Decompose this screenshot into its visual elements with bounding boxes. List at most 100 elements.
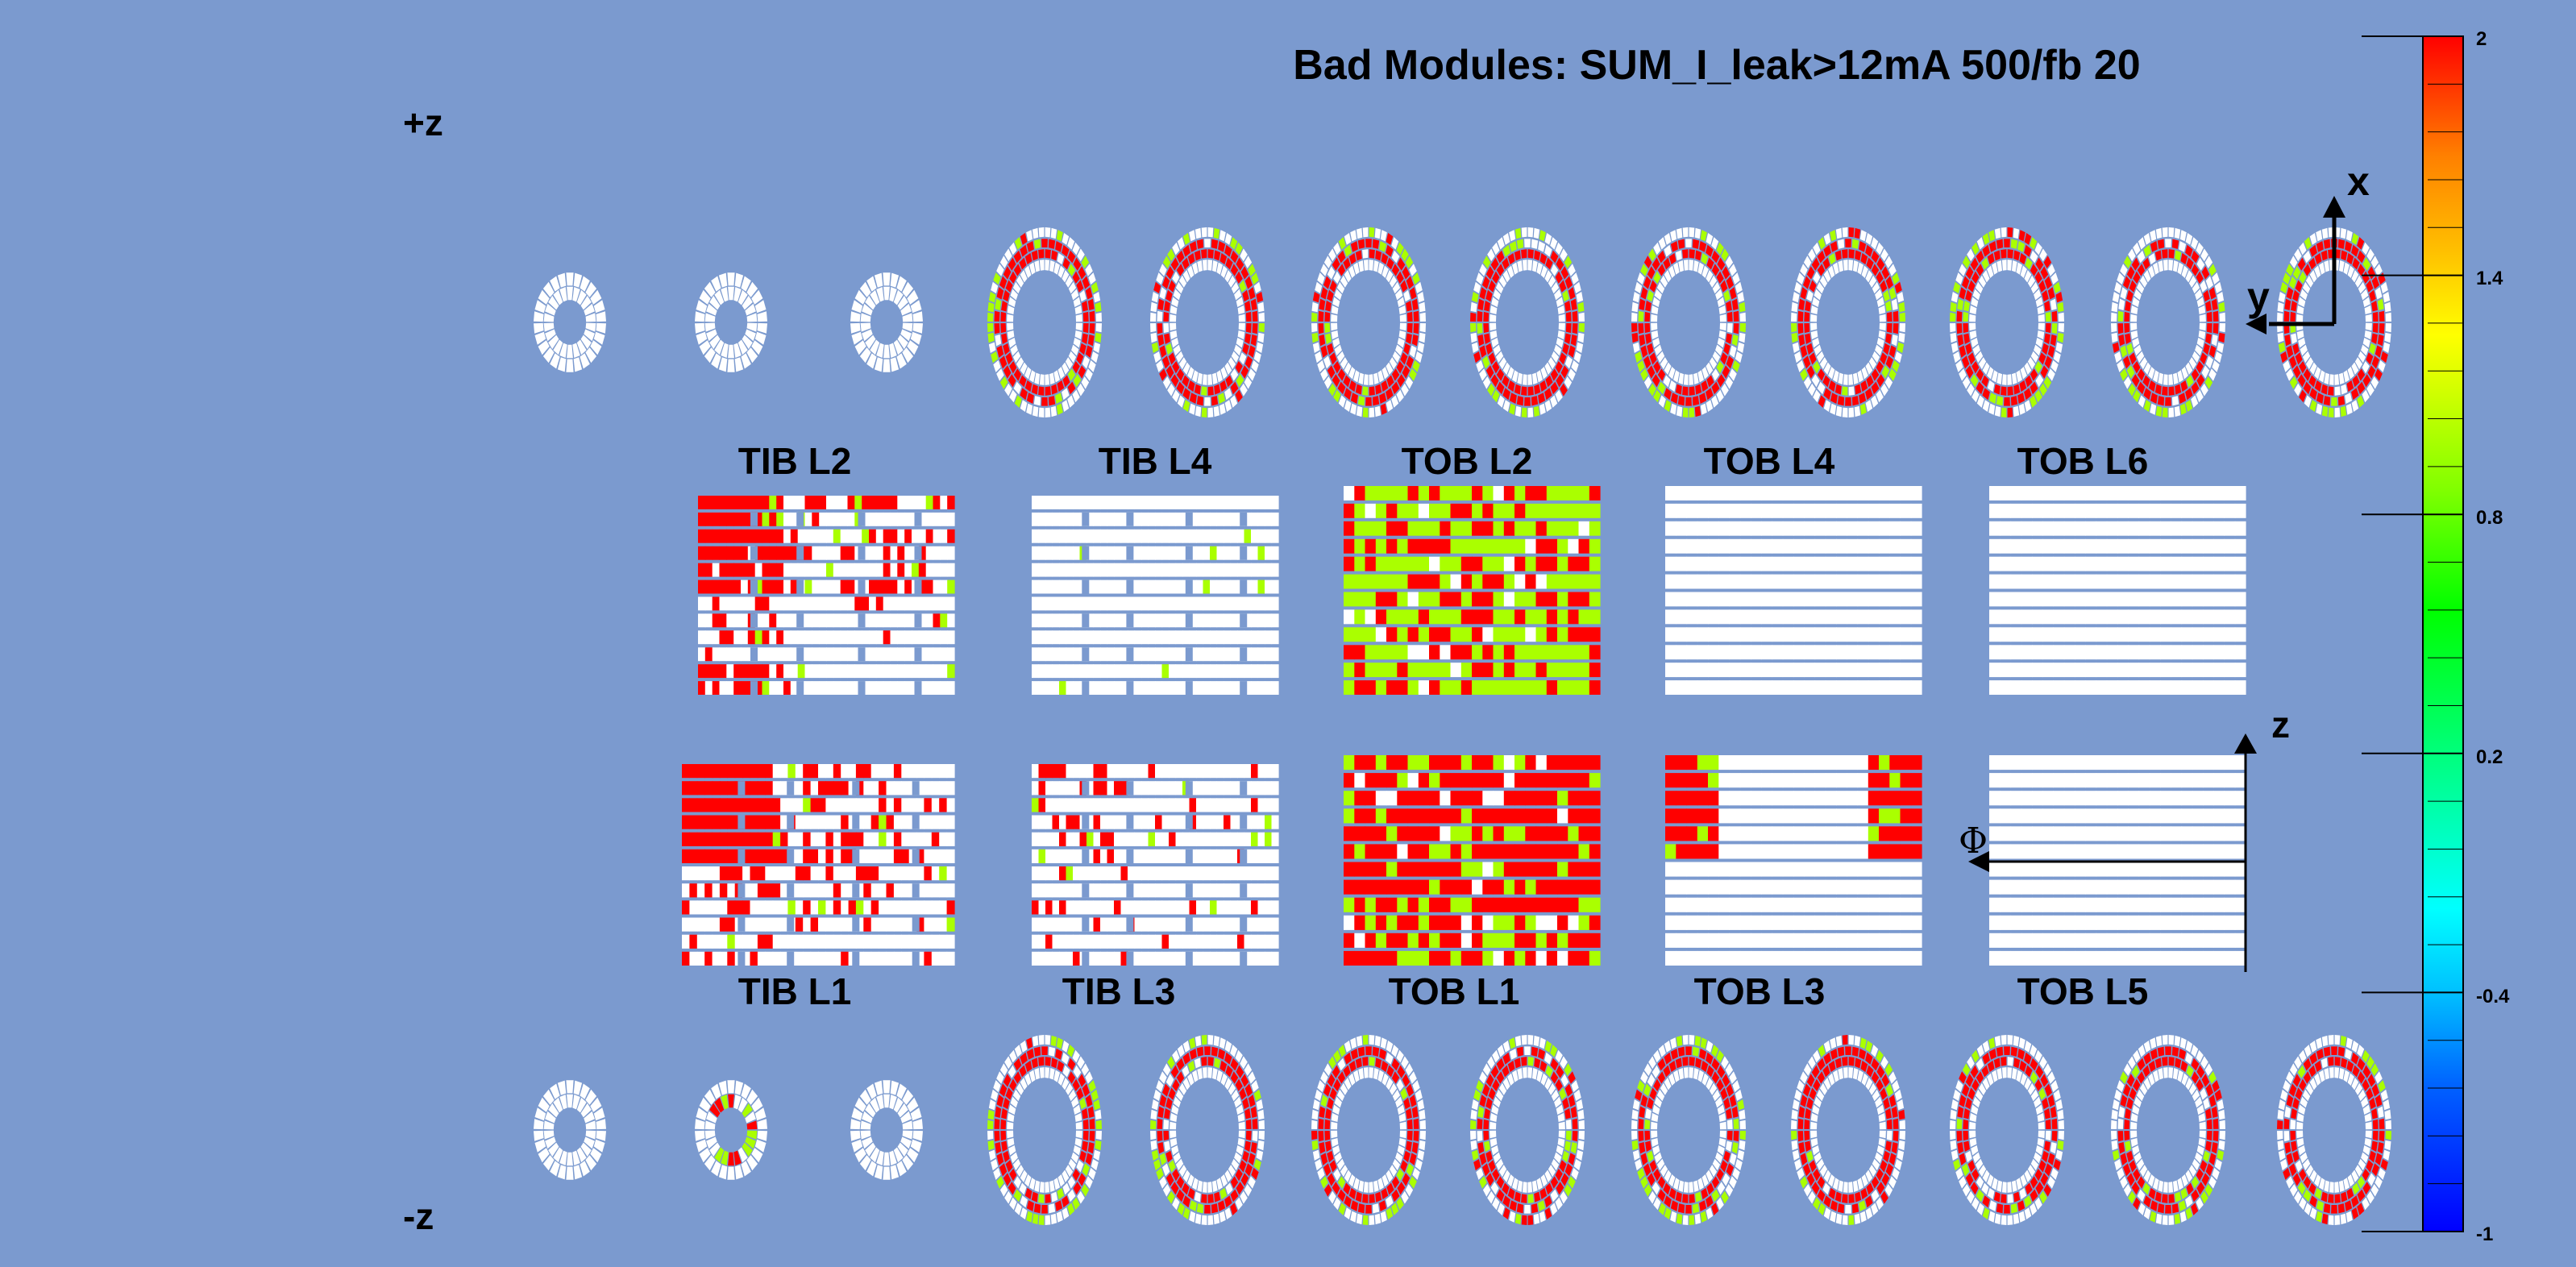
module <box>2300 344 2308 356</box>
module <box>1572 323 1578 334</box>
module <box>851 1107 863 1121</box>
module <box>1052 529 1060 543</box>
module <box>1761 538 1773 554</box>
module <box>2369 289 2376 302</box>
module <box>754 664 763 679</box>
module <box>1647 1173 1656 1186</box>
module <box>1120 529 1128 543</box>
module <box>996 368 1004 381</box>
module <box>847 613 855 628</box>
module <box>754 563 763 577</box>
module <box>1726 1108 1732 1120</box>
module <box>704 613 713 628</box>
module <box>1525 486 1537 501</box>
module <box>933 563 941 577</box>
module <box>1007 322 1014 331</box>
module <box>1237 305 1245 314</box>
module <box>2295 1087 2303 1100</box>
module <box>933 579 941 594</box>
module <box>2035 1065 2044 1078</box>
module <box>1976 1203 1984 1215</box>
module <box>1240 365 1249 379</box>
module <box>1782 574 1794 589</box>
module <box>1490 1112 1498 1122</box>
module <box>1522 374 1527 385</box>
module <box>1399 322 1406 331</box>
module-gap <box>1185 579 1193 594</box>
module <box>875 579 884 594</box>
module <box>1726 276 1734 289</box>
module <box>947 529 955 543</box>
module <box>790 596 799 611</box>
module <box>1195 405 1202 417</box>
module <box>1386 233 1394 245</box>
module <box>870 1097 880 1113</box>
module <box>751 1148 763 1163</box>
module <box>1072 1049 1080 1063</box>
module <box>1527 1194 1534 1203</box>
module <box>862 596 870 611</box>
module <box>559 287 567 302</box>
module <box>1077 248 1085 262</box>
module <box>1057 1187 1065 1200</box>
module <box>1151 342 1159 353</box>
module <box>1772 592 1784 607</box>
module <box>1830 1037 1837 1049</box>
module <box>1029 370 1036 383</box>
module <box>2283 1131 2290 1142</box>
module <box>854 529 862 543</box>
module <box>1224 563 1232 577</box>
module <box>1073 257 1082 271</box>
module <box>1640 1071 1648 1084</box>
module <box>2280 1159 2288 1171</box>
module <box>2283 359 2291 372</box>
module <box>1544 233 1552 245</box>
module <box>2111 1109 2118 1120</box>
module <box>1819 357 1828 370</box>
module <box>2299 271 2307 284</box>
module <box>1324 1131 1331 1141</box>
module <box>1369 1035 1375 1045</box>
module <box>1872 281 1880 294</box>
module <box>2050 1142 2057 1154</box>
module <box>1670 1037 1677 1049</box>
module <box>1038 613 1046 628</box>
module <box>1557 645 1568 660</box>
module <box>2208 1176 2217 1189</box>
module <box>1219 380 1228 393</box>
module <box>2328 1215 2334 1225</box>
module <box>1026 241 1034 252</box>
module <box>1546 503 1558 518</box>
module <box>1962 276 1970 289</box>
module <box>1377 1178 1384 1190</box>
module <box>2030 1158 2039 1171</box>
module <box>1257 563 1265 577</box>
module <box>1406 323 1413 334</box>
module <box>1062 1052 1070 1065</box>
module <box>1834 1057 1842 1069</box>
module <box>1207 1194 1214 1203</box>
module <box>718 1165 728 1180</box>
module <box>1557 330 1565 340</box>
module <box>995 334 1002 347</box>
module <box>2309 362 2317 375</box>
module <box>1876 1104 1884 1115</box>
module <box>1236 257 1244 271</box>
module <box>1683 1182 1689 1193</box>
module <box>1162 276 1170 289</box>
module <box>1654 344 1662 356</box>
module <box>1172 1169 1180 1182</box>
module <box>1971 1049 1980 1063</box>
module <box>1845 1205 1851 1214</box>
module <box>897 563 905 577</box>
module <box>883 630 891 645</box>
module <box>2191 1189 2200 1203</box>
module <box>1265 579 1273 594</box>
module <box>1240 1190 1248 1204</box>
module <box>1847 538 1859 554</box>
module <box>1048 396 1056 406</box>
module <box>695 322 705 334</box>
module <box>727 272 735 286</box>
module-gap <box>1082 681 1090 695</box>
module <box>1700 1211 1707 1223</box>
